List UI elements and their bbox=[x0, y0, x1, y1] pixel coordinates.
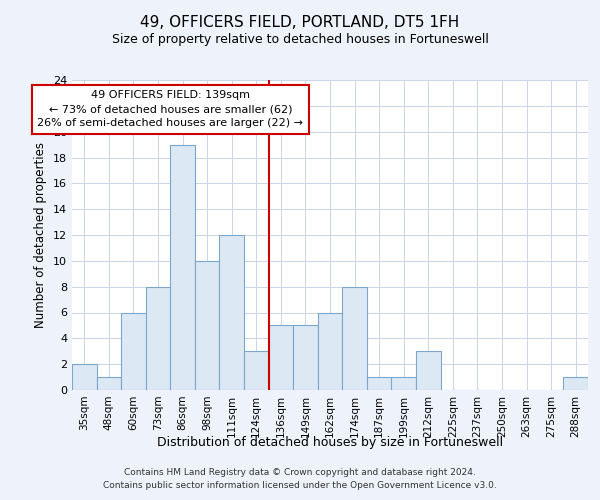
Bar bbox=[220, 235, 244, 390]
Bar bbox=[146, 286, 170, 390]
Bar bbox=[269, 326, 293, 390]
Bar bbox=[244, 351, 269, 390]
Bar bbox=[563, 377, 588, 390]
Text: Contains public sector information licensed under the Open Government Licence v3: Contains public sector information licen… bbox=[103, 480, 497, 490]
Bar bbox=[318, 312, 342, 390]
Bar bbox=[72, 364, 97, 390]
Bar bbox=[416, 351, 440, 390]
Bar bbox=[342, 286, 367, 390]
Text: 49, OFFICERS FIELD, PORTLAND, DT5 1FH: 49, OFFICERS FIELD, PORTLAND, DT5 1FH bbox=[140, 15, 460, 30]
Bar bbox=[97, 377, 121, 390]
Text: Size of property relative to detached houses in Fortuneswell: Size of property relative to detached ho… bbox=[112, 32, 488, 46]
Text: Distribution of detached houses by size in Fortuneswell: Distribution of detached houses by size … bbox=[157, 436, 503, 449]
Bar bbox=[367, 377, 391, 390]
Bar bbox=[170, 144, 195, 390]
Text: 49 OFFICERS FIELD: 139sqm
← 73% of detached houses are smaller (62)
26% of semi-: 49 OFFICERS FIELD: 139sqm ← 73% of detac… bbox=[37, 90, 303, 128]
Bar bbox=[195, 261, 220, 390]
Y-axis label: Number of detached properties: Number of detached properties bbox=[34, 142, 47, 328]
Bar bbox=[391, 377, 416, 390]
Text: Contains HM Land Registry data © Crown copyright and database right 2024.: Contains HM Land Registry data © Crown c… bbox=[124, 468, 476, 477]
Bar bbox=[293, 326, 318, 390]
Bar bbox=[121, 312, 146, 390]
